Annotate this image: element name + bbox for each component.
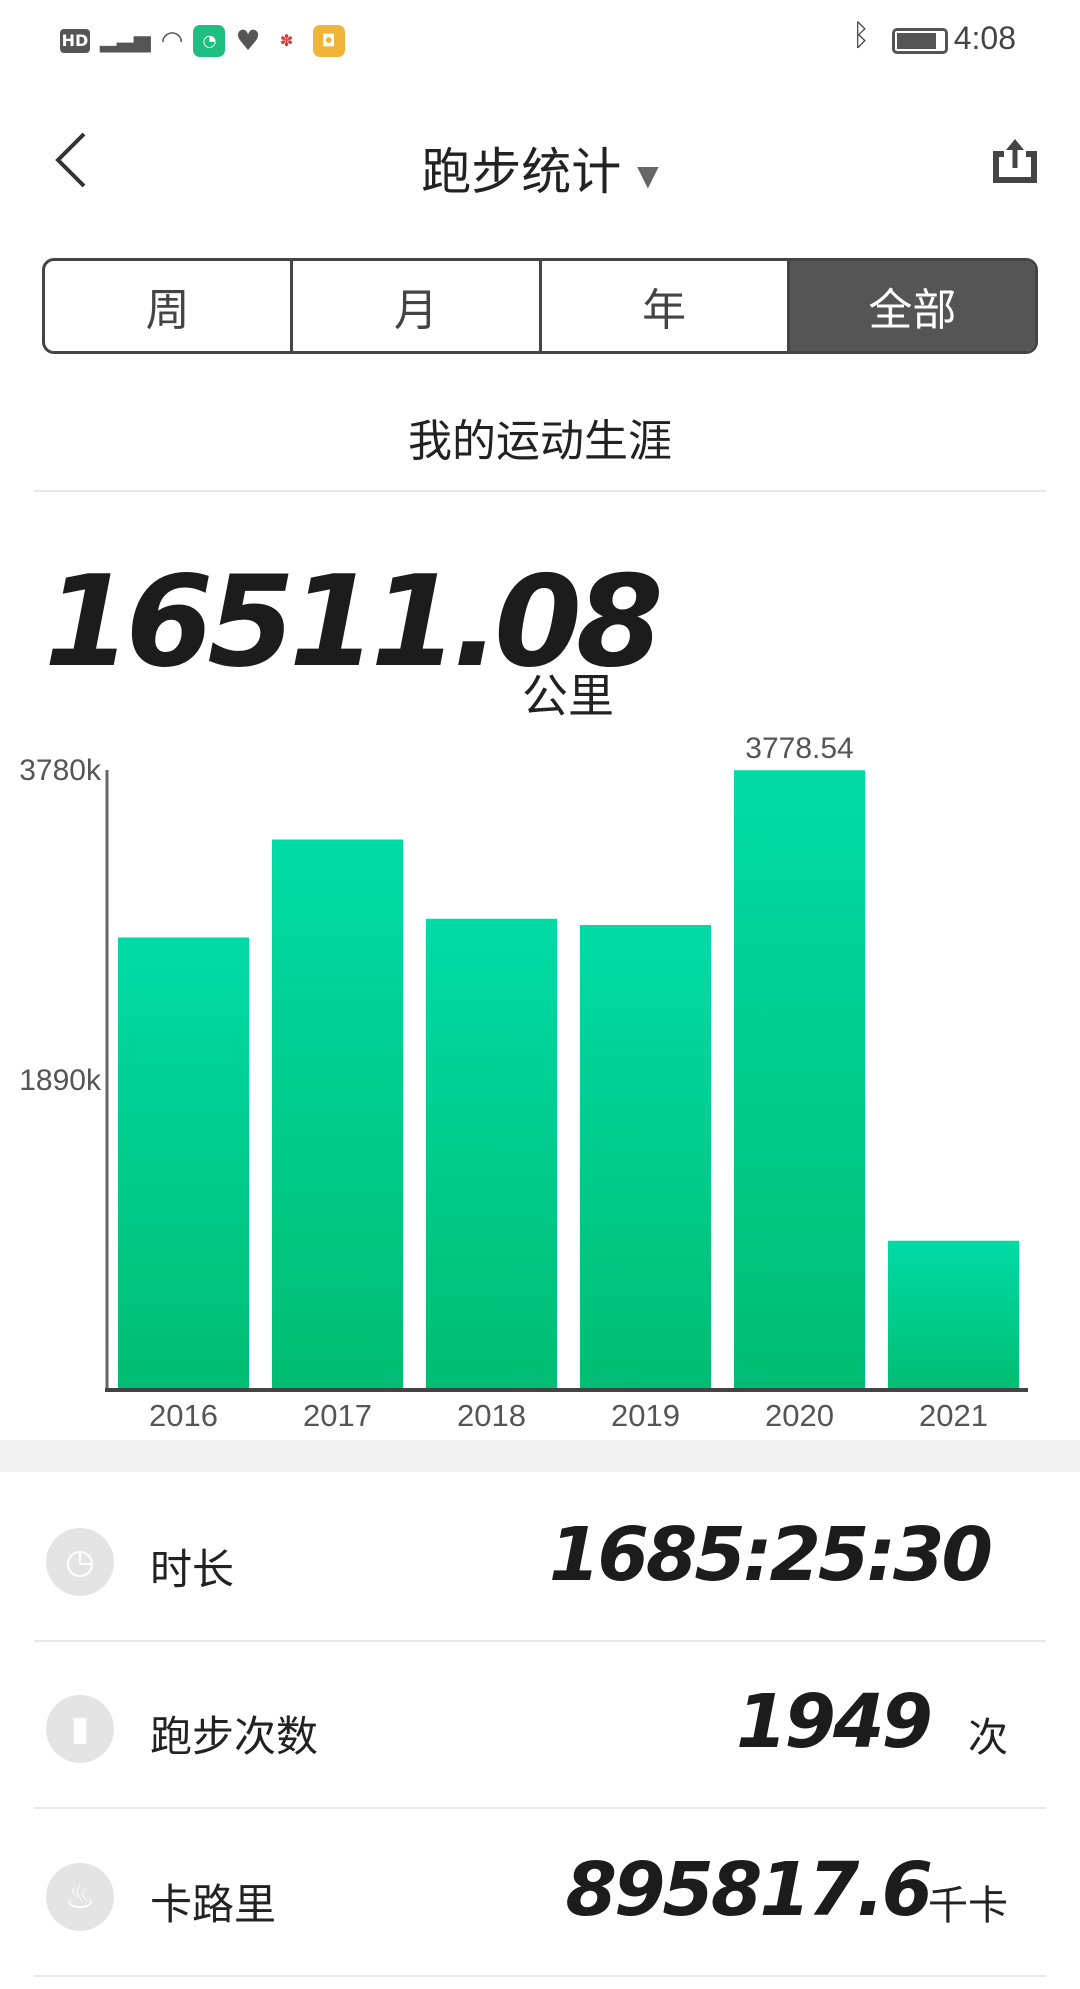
- stat-label: 卡路里: [150, 1880, 277, 1929]
- divider: [34, 1640, 1046, 1642]
- stat-row: ♨ 卡路里 895817.6 千卡: [0, 1813, 1080, 1981]
- data-label: 3778.54: [745, 732, 853, 765]
- status-bar: HD ▂▃▅ ◠ ◔ ♥ ✽ ◘ ᛒ 4:08: [0, 0, 1080, 80]
- stat-unit: 次: [968, 1715, 1008, 1761]
- stat-label: 跑步次数: [150, 1712, 319, 1761]
- x-tick-label: 2016: [149, 1398, 218, 1433]
- y-tick-label: 1890k: [19, 1064, 102, 1097]
- section-title: 我的运动生涯: [408, 416, 672, 467]
- x-tick-label: 2021: [919, 1398, 988, 1433]
- x-tick-label: 2019: [611, 1398, 680, 1433]
- app-red-icon: ✽: [279, 31, 294, 50]
- y-tick-label: 3780k: [19, 754, 102, 787]
- chevron-down-icon: ▼: [637, 159, 659, 192]
- flame-icon: ♨: [46, 1863, 114, 1931]
- stat-value: 895817.6: [565, 1847, 933, 1933]
- heart-icon: ♥: [235, 24, 261, 57]
- tab-all[interactable]: 全部: [789, 261, 1035, 351]
- stat-row: ◷ 时长 1685:25:30: [0, 1478, 1080, 1646]
- page-title[interactable]: 跑步统计 ▼: [0, 132, 1080, 204]
- 4g-signal-icon: ▂▃▅: [100, 28, 151, 53]
- stat-label: 时长: [150, 1545, 235, 1594]
- battery-icon: [892, 28, 948, 54]
- app-green-icon: ◔: [193, 24, 226, 57]
- bar-chart-icon: ▮: [46, 1695, 114, 1763]
- section-separator: [0, 1440, 1080, 1472]
- stat-row: ▮ 跑步次数 1949 次: [0, 1645, 1080, 1813]
- period-tabs: 周 月 年 全部: [42, 258, 1038, 354]
- divider: [34, 1807, 1046, 1809]
- bar-2019[interactable]: [580, 925, 711, 1390]
- bluetooth-icon: ᛒ: [852, 18, 870, 53]
- tab-year[interactable]: 年: [542, 261, 790, 351]
- bar-2021[interactable]: [888, 1240, 1019, 1390]
- stat-value: 1949: [736, 1679, 933, 1765]
- share-icon[interactable]: [990, 136, 1040, 186]
- stat-value: 1685:25:30: [548, 1512, 993, 1598]
- stat-unit: 千卡: [928, 1883, 1008, 1929]
- total-distance: 16511.08: [44, 548, 664, 695]
- wifi-icon: ◠: [160, 25, 184, 56]
- tab-month[interactable]: 月: [293, 261, 542, 351]
- tab-week[interactable]: 周: [45, 261, 294, 351]
- total-unit: 公里: [522, 669, 614, 723]
- divider: [34, 490, 1046, 492]
- divider: [34, 1975, 1046, 1977]
- x-tick-label: 2018: [457, 1398, 526, 1433]
- distance-bar-chart: 3780k 1890k 3778.54 2016 2017 2018 2019 2020…: [19, 732, 1028, 1433]
- bar-2020[interactable]: [734, 770, 865, 1390]
- x-tick-label: 2020: [765, 1398, 834, 1433]
- bar-2016[interactable]: [118, 937, 249, 1390]
- hd-icon: HD: [60, 28, 90, 53]
- clock-icon: ◷: [46, 1528, 114, 1596]
- chevron-left-icon[interactable]: [52, 130, 92, 190]
- app-orange-icon: ◘: [312, 24, 345, 57]
- bar-2018[interactable]: [426, 918, 557, 1390]
- bar-2017[interactable]: [272, 839, 403, 1390]
- clock-time: 4:08: [953, 20, 1016, 56]
- x-tick-label: 2017: [303, 1398, 372, 1433]
- page-title-text: 跑步统计: [421, 143, 622, 201]
